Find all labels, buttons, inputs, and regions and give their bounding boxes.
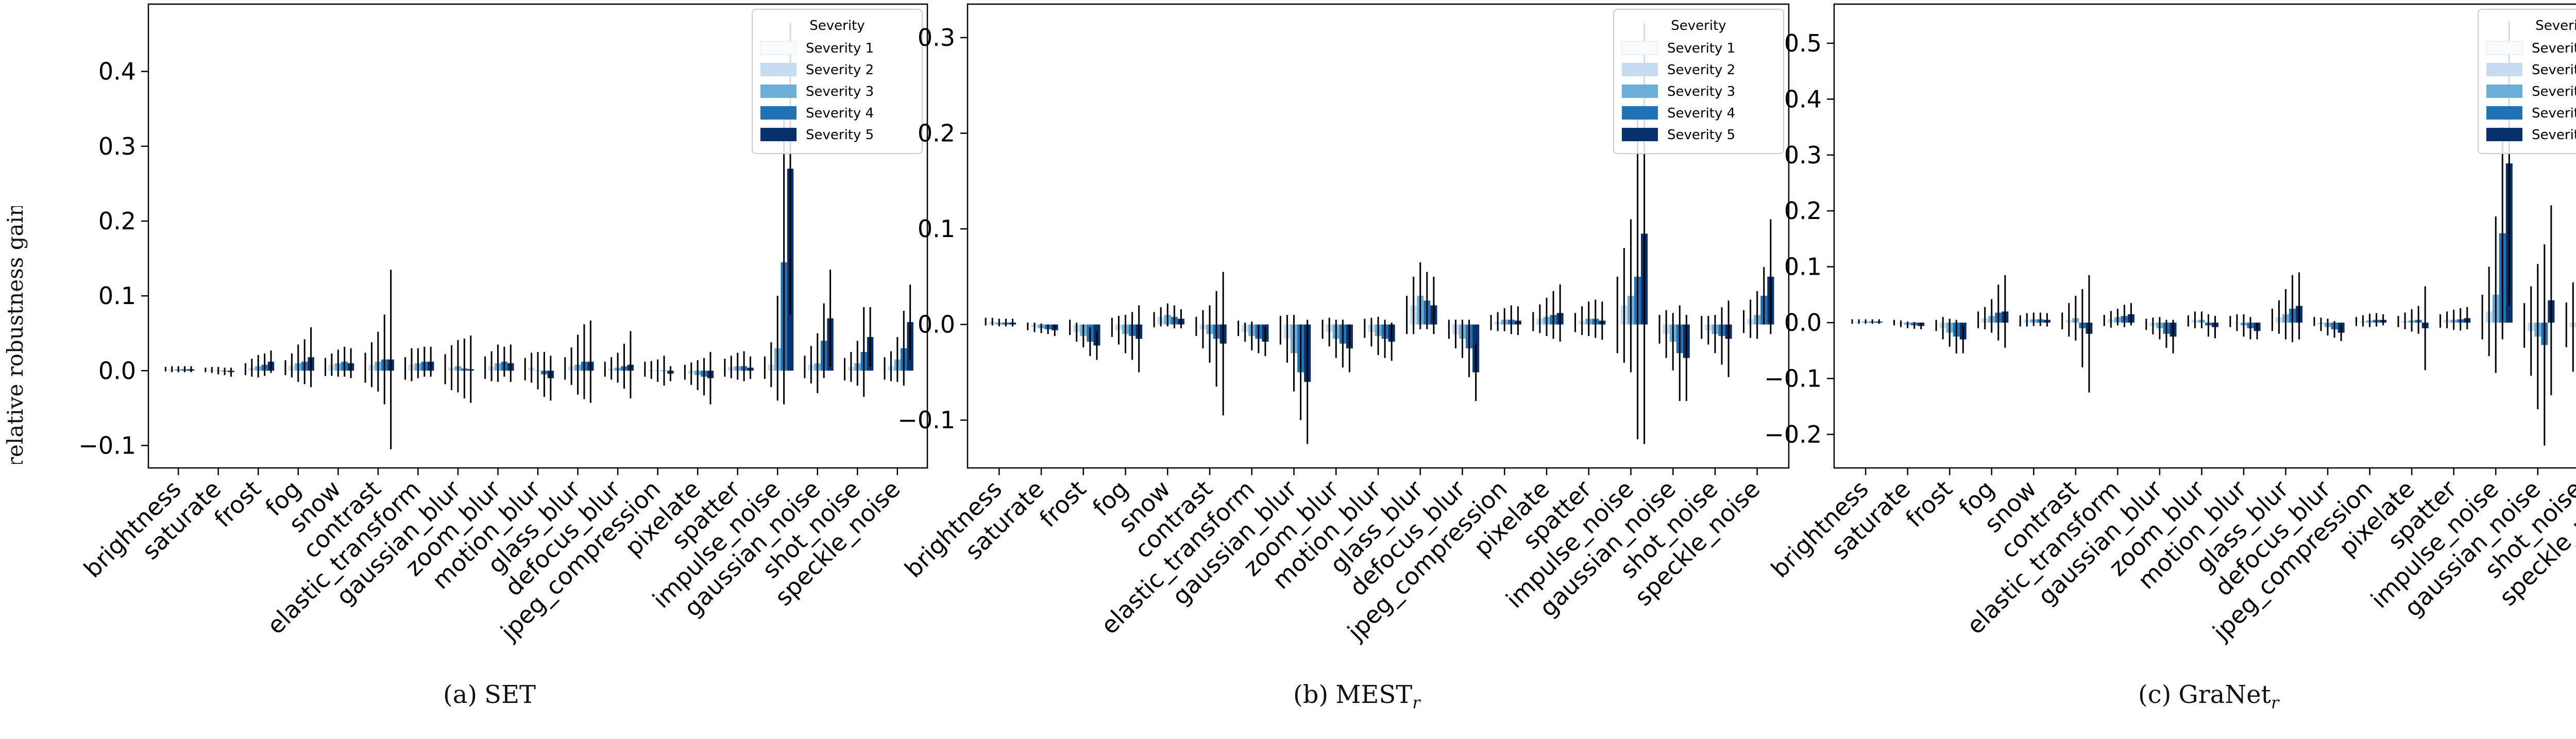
legend-entry: Severity 5 bbox=[2532, 127, 2576, 143]
legend-entry: Severity 4 bbox=[806, 106, 874, 121]
legend-swatch bbox=[760, 41, 797, 55]
legend-swatch bbox=[2486, 128, 2522, 141]
legend-entry: Severity 1 bbox=[2532, 41, 2576, 56]
y-axis-label-text: relative robustness gain bbox=[3, 206, 28, 464]
y-tick-label: 0.4 bbox=[1784, 85, 1822, 113]
chart-panel-b: −0.1 0.0 0.1 0.2 0.3 brightness saturate frost f… bbox=[876, 0, 1819, 739]
y-tick-label: −0.2 bbox=[1764, 421, 1822, 448]
plot-frame bbox=[967, 3, 1790, 469]
y-tick-label: −0.1 bbox=[897, 406, 955, 434]
chart-c-svg: −0.2−0.10.00.10.20.30.40.5brightnesssatu… bbox=[1764, 3, 2576, 646]
legend-swatch bbox=[1622, 128, 1658, 141]
legend-entry: Severity 4 bbox=[1667, 106, 1735, 121]
caption-c-main: GraNet bbox=[2178, 680, 2271, 709]
legend-entry: Severity 3 bbox=[806, 84, 874, 99]
legend-entry: Severity 1 bbox=[1667, 41, 1735, 56]
caption-b-main: MEST bbox=[1335, 680, 1413, 709]
legend-entry: Severity 5 bbox=[806, 127, 874, 143]
caption-c: (c) GraNetr bbox=[2138, 680, 2279, 713]
chart-panel-a: −0.1 0.0 0.1 0.2 0.3 0.4 brightness saturate fro… bbox=[0, 0, 943, 739]
y-tick-label: 0.1 bbox=[98, 282, 136, 310]
y-tick-label: −0.1 bbox=[78, 431, 136, 459]
legend-swatch bbox=[760, 85, 796, 98]
caption-a: (a) SET bbox=[443, 680, 536, 713]
legend-swatch bbox=[760, 128, 796, 141]
legend-swatch bbox=[2486, 41, 2523, 55]
chart-a-svg: −0.10.00.10.20.30.4brightnesssaturatefro… bbox=[78, 3, 928, 646]
legend-swatch bbox=[2486, 85, 2522, 98]
legend-entry: Severity 3 bbox=[1667, 84, 1735, 99]
legend-swatch bbox=[1622, 106, 1658, 120]
legend-swatch bbox=[1622, 85, 1658, 98]
caption-c-sub: r bbox=[2270, 693, 2279, 713]
plot-frame bbox=[1833, 3, 2576, 469]
y-tick-label: 0.2 bbox=[918, 120, 955, 147]
x-tick-label: frost bbox=[209, 475, 266, 533]
plot-frame bbox=[147, 3, 928, 469]
caption-a-prefix: (a) bbox=[443, 680, 478, 709]
y-axis-label: relative robustness gain bbox=[3, 206, 28, 464]
x-tick-label: frost bbox=[1900, 475, 1958, 533]
caption-b-prefix: (b) bbox=[1293, 680, 1329, 709]
x-tick-label: frost bbox=[1034, 475, 1092, 533]
legend-entry: Severity 2 bbox=[806, 62, 874, 78]
legend-swatch bbox=[2486, 63, 2522, 76]
y-tick-label: 0.3 bbox=[98, 132, 136, 160]
chart-panel-c: −0.2 −0.1 0.0 0.1 0.2 0.3 0.4 0.5 brightness satu… bbox=[1741, 0, 2576, 739]
y-tick-label: 0.1 bbox=[1784, 253, 1822, 281]
legend-entry: Severity 3 bbox=[2532, 84, 2576, 99]
legend-title: Severity bbox=[809, 18, 865, 33]
y-tick-label: 0.0 bbox=[1784, 309, 1822, 337]
legend-entry: Severity 4 bbox=[2532, 106, 2576, 121]
legend-title: Severity bbox=[1671, 18, 1726, 33]
legend-swatch bbox=[1621, 41, 1658, 55]
legend-entry: Severity 5 bbox=[1667, 127, 1735, 143]
y-tick-label: 0.1 bbox=[918, 215, 955, 243]
caption-a-main: SET bbox=[484, 680, 536, 709]
y-tick-label: 0.3 bbox=[918, 24, 955, 52]
legend-entry: Severity 2 bbox=[2532, 62, 2576, 78]
legend-swatch bbox=[1622, 63, 1658, 76]
y-tick-label: 0.5 bbox=[1784, 29, 1822, 57]
legend-title: Severity bbox=[2535, 18, 2576, 33]
y-tick-label: 0.3 bbox=[1784, 141, 1822, 169]
y-tick-label: 0.0 bbox=[98, 357, 136, 384]
legend-swatch bbox=[760, 106, 796, 120]
legend-entry: Severity 1 bbox=[806, 41, 874, 56]
y-tick-label: 0.4 bbox=[98, 58, 136, 86]
y-tick-label: −0.1 bbox=[1764, 365, 1822, 393]
y-tick-label: 0.0 bbox=[918, 311, 955, 339]
caption-c-prefix: (c) bbox=[2138, 680, 2172, 709]
caption-b-sub: r bbox=[1412, 693, 1420, 713]
y-tick-label: 0.2 bbox=[1784, 197, 1822, 225]
y-tick-label: 0.2 bbox=[98, 207, 136, 235]
legend-entry: Severity 2 bbox=[1667, 62, 1735, 78]
legend-swatch bbox=[2486, 106, 2522, 120]
legend-swatch bbox=[760, 63, 796, 76]
chart-b-svg: −0.10.00.10.20.3brightnesssaturatefrostf… bbox=[897, 3, 1790, 646]
caption-b: (b) MESTr bbox=[1293, 680, 1420, 713]
